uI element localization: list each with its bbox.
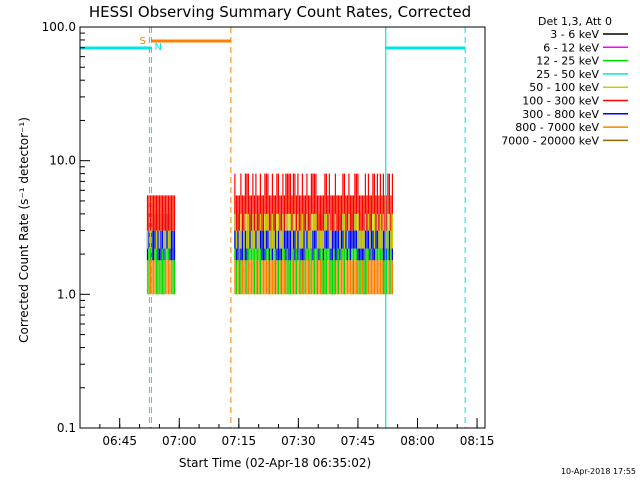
x-tick-label: 07:45 [341, 434, 376, 448]
y-tick-label: 100.0 [42, 20, 76, 34]
legend-label: 7000 - 20000 keV [501, 134, 599, 147]
night-marker-label: N [154, 42, 161, 53]
legend-header: Det 1,3, Att 0 [538, 15, 612, 28]
data-segment-2 [234, 173, 393, 295]
footer-timestamp: 10-Apr-2018 17:55 [561, 467, 636, 476]
x-tick-label: 07:15 [222, 434, 257, 448]
saa-marker-label: S [139, 36, 145, 47]
legend-label: 800 - 7000 keV [515, 121, 599, 134]
legend-label: 3 - 6 keV [550, 28, 599, 41]
x-tick-label: 08:15 [460, 434, 495, 448]
y-axis-label: Corrected Count Rate (s⁻¹ detector⁻¹) [17, 117, 31, 343]
x-axis-label: Start Time (02-Apr-18 06:35:02) [179, 456, 371, 470]
chart-title: HESSI Observing Summary Count Rates, Cor… [89, 3, 471, 21]
y-tick-label: 0.1 [57, 421, 76, 435]
plot-area: SN [80, 27, 466, 428]
x-axis: 06:45 07:00 07:15 07:30 07:45 08:00 08:15 [79, 418, 495, 448]
y-axis: 0.1 1.0 10.0 100.0 [42, 20, 90, 435]
y-tick-label: 1.0 [57, 287, 76, 301]
legend-label: 6 - 12 keV [543, 41, 599, 54]
legend-label: 50 - 100 keV [529, 81, 599, 94]
legend-label: 100 - 300 keV [522, 95, 599, 108]
x-tick-label: 08:00 [400, 434, 435, 448]
x-tick-label: 07:30 [281, 434, 316, 448]
x-tick-label: 06:45 [102, 434, 137, 448]
legend-label: 25 - 50 keV [536, 68, 599, 81]
legend-label: 300 - 800 keV [522, 108, 599, 121]
orbit-annotations: SN [80, 27, 466, 428]
plot-frame [79, 26, 486, 429]
legend-label: 12 - 25 keV [536, 55, 599, 68]
y-tick-label: 10.0 [49, 154, 76, 168]
data-segment-1 [146, 195, 176, 295]
x-tick-label: 07:00 [162, 434, 197, 448]
